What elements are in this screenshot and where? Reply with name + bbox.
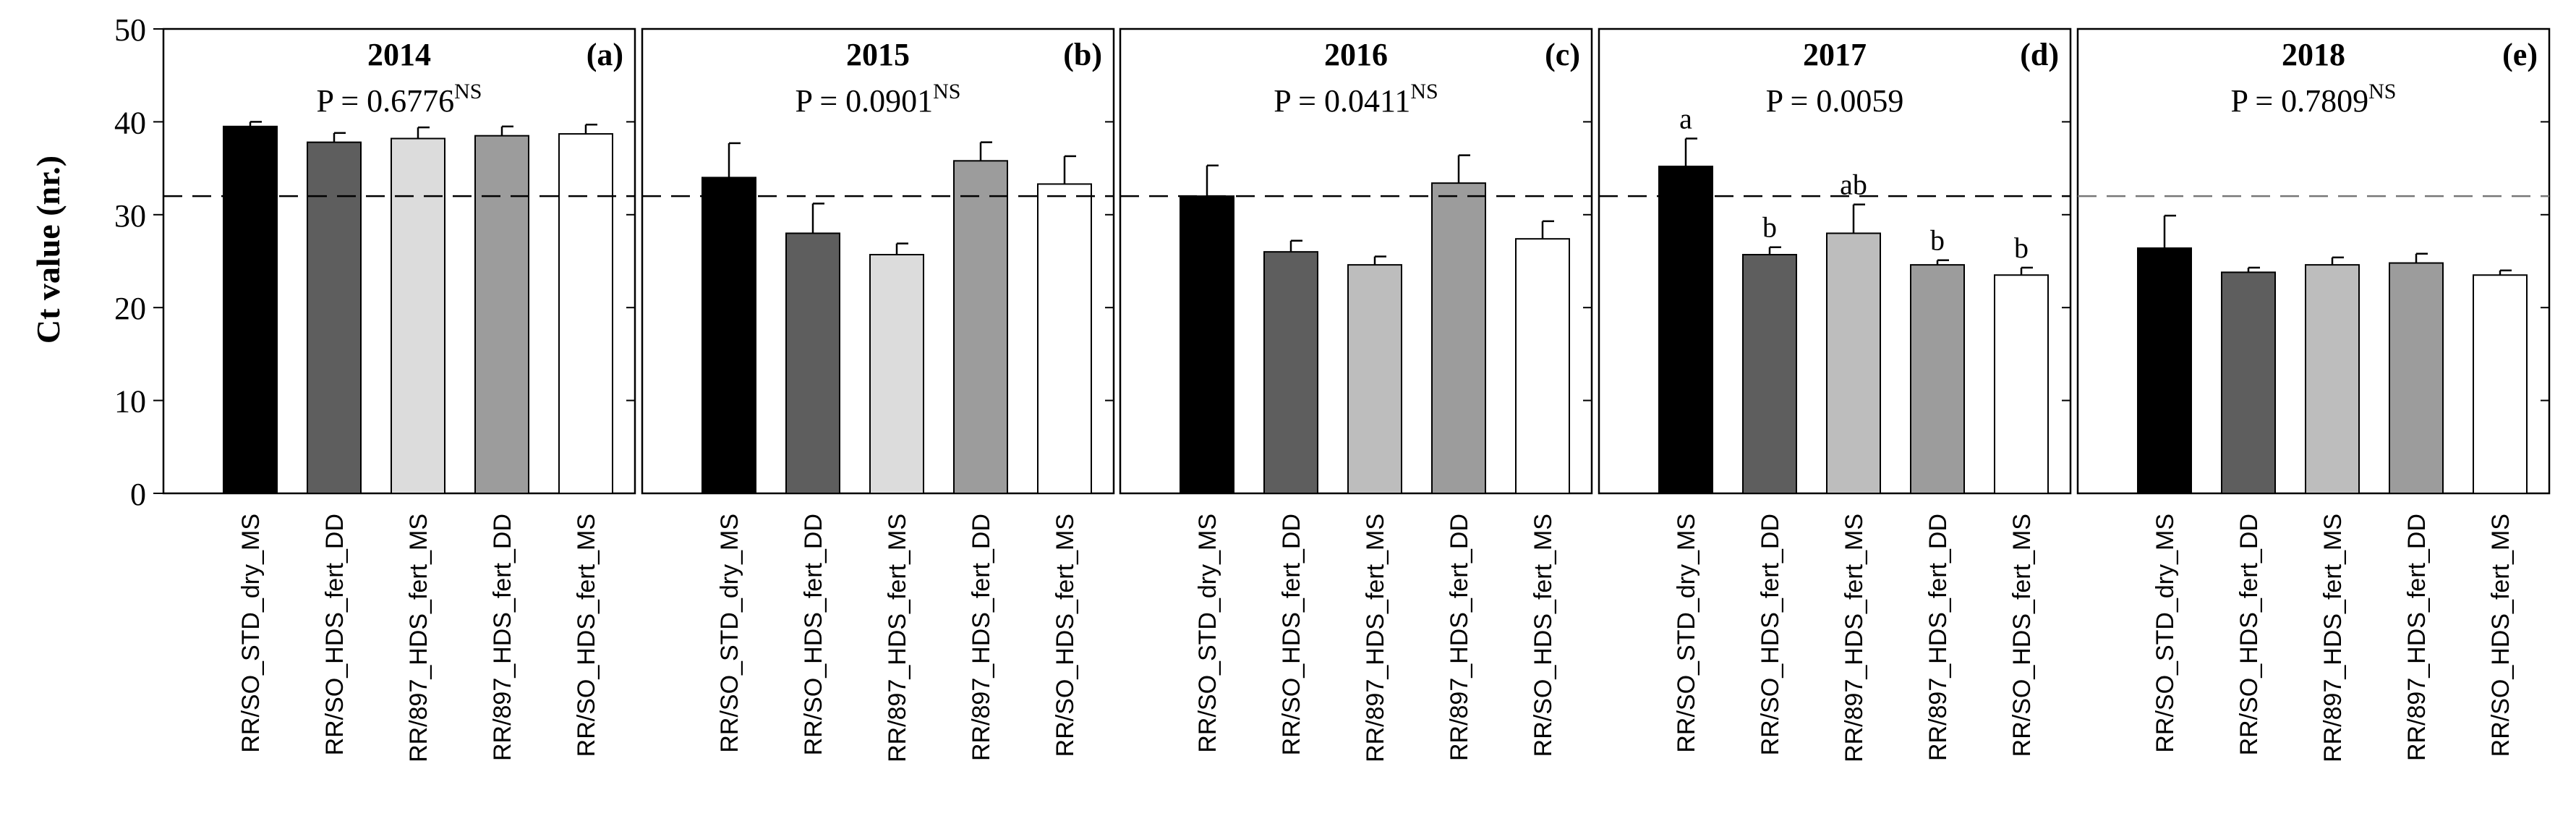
- panel-year-title: 2016: [1324, 37, 1388, 72]
- significance-letter: b: [2014, 231, 2029, 264]
- bar: [2473, 274, 2528, 494]
- category-label: RR/897_HDS_fert_DD: [1446, 514, 1473, 761]
- bar: [2221, 271, 2276, 494]
- panel-tag: (b): [1063, 37, 1102, 72]
- category-label: RR/SO_HDS_fert_MS: [573, 514, 600, 757]
- bar: [2137, 247, 2192, 494]
- panel-year-title: 2015: [846, 37, 910, 72]
- panel-2014: RR/SO_STD_dry_MS RR/SO_HDS_fert_DD RR/897_…: [162, 27, 636, 762]
- y-tick-label: 20: [114, 291, 146, 326]
- category-label: RR/897_HDS_fert_DD: [489, 514, 516, 761]
- category-label: RR/SO_STD_dry_MS: [1194, 514, 1221, 753]
- p-value-text: P = 0.0901: [795, 83, 933, 119]
- panel-2016: RR/SO_STD_dry_MS RR/SO_HDS_fert_DD RR/897_…: [1119, 27, 1593, 762]
- bar: [1910, 264, 1965, 494]
- y-tick-label: 0: [130, 477, 146, 512]
- y-tick-label: 10: [114, 384, 146, 420]
- category-label: RR/897_HDS_fert_DD: [2403, 514, 2431, 761]
- panels: RR/SO_STD_dry_MS RR/SO_HDS_fert_DD RR/897_…: [162, 27, 2551, 762]
- p-value-significance: NS: [454, 80, 482, 103]
- category-label: RR/SO_HDS_fert_MS: [2487, 514, 2515, 757]
- significance-letter: b: [1930, 224, 1945, 257]
- bar: [953, 160, 1008, 494]
- p-value: P = 0.0411NS: [1274, 80, 1438, 119]
- p-value: P = 0.0059: [1766, 83, 1904, 119]
- y-tick-label: 40: [114, 105, 146, 140]
- bar: [1826, 232, 1881, 494]
- panel-2018: RR/SO_STD_dry_MS RR/SO_HDS_fert_DD RR/897_…: [2076, 27, 2551, 762]
- p-value-text: P = 0.0059: [1766, 83, 1904, 119]
- category-label: RR/897_HDS_fert_DD: [968, 514, 995, 761]
- category-label: RR/SO_STD_dry_MS: [1673, 514, 1700, 753]
- category-label: RR/SO_HDS_fert_DD: [1757, 514, 1784, 755]
- bar: [1263, 251, 1318, 494]
- bar: [1431, 182, 1486, 494]
- category-label: RR/897_HDS_fert_MS: [1841, 514, 1868, 762]
- bar: [1994, 274, 2049, 494]
- bar: [1180, 195, 1234, 494]
- category-label: RR/SO_HDS_fert_MS: [2008, 514, 2036, 757]
- y-axis-label: Ct value (nr.): [30, 156, 67, 344]
- bar: [2305, 264, 2360, 494]
- category-label: RR/897_HDS_fert_MS: [2319, 514, 2347, 762]
- category-label: RR/SO_HDS_fert_MS: [1052, 514, 1079, 757]
- bar: [785, 232, 840, 494]
- panel-year-title: 2018: [2282, 37, 2345, 72]
- panel-2017: aRR/SO_STD_dry_MSbRR/SO_HDS_fert_DDabRR/…: [1598, 27, 2072, 762]
- bar: [307, 141, 362, 494]
- p-value-text: P = 0.6776: [316, 83, 454, 119]
- category-label: RR/SO_STD_dry_MS: [237, 514, 265, 753]
- category-label: RR/SO_HDS_fert_DD: [800, 514, 827, 755]
- panel-2015: RR/SO_STD_dry_MS RR/SO_HDS_fert_DD RR/897_…: [641, 27, 1115, 762]
- bar: [1515, 238, 1570, 494]
- p-value-text: P = 0.7809: [2230, 83, 2368, 119]
- p-value-text: P = 0.0411: [1274, 83, 1410, 119]
- p-value-significance: NS: [2368, 80, 2396, 103]
- panel-year-title: 2014: [367, 37, 431, 72]
- bar: [1742, 254, 1797, 494]
- y-tick-label: 50: [114, 12, 146, 48]
- category-label: RR/SO_STD_dry_MS: [716, 514, 743, 753]
- p-value-significance: NS: [1410, 80, 1438, 103]
- significance-letter: a: [1679, 103, 1692, 135]
- bar: [2389, 262, 2444, 494]
- panel-year-title: 2017: [1803, 37, 1867, 72]
- bar: [1037, 183, 1092, 494]
- panel-tag: (c): [1545, 37, 1580, 72]
- bar: [701, 177, 756, 494]
- p-value-significance: NS: [933, 80, 960, 103]
- bar: [869, 254, 924, 494]
- bar: [1347, 264, 1402, 494]
- category-label: RR/SO_HDS_fert_DD: [2235, 514, 2263, 755]
- bar: [223, 125, 278, 494]
- category-label: RR/SO_HDS_fert_DD: [1278, 514, 1305, 755]
- p-value: P = 0.0901NS: [795, 80, 960, 119]
- p-value: P = 0.6776NS: [316, 80, 482, 119]
- category-label: RR/897_HDS_fert_MS: [1362, 514, 1389, 762]
- panel-tag: (e): [2502, 37, 2538, 72]
- category-label: RR/897_HDS_fert_MS: [405, 514, 432, 762]
- significance-letter: b: [1762, 211, 1777, 244]
- category-label: RR/897_HDS_fert_DD: [1924, 514, 1952, 761]
- bar: [474, 135, 529, 494]
- bar: [558, 133, 613, 494]
- bar: [391, 137, 445, 494]
- category-label: RR/897_HDS_fert_MS: [884, 514, 911, 762]
- panel-tag: (d): [2020, 37, 2059, 72]
- y-tick-label: 30: [114, 198, 146, 234]
- category-label: RR/SO_HDS_fert_DD: [321, 514, 349, 755]
- category-label: RR/SO_HDS_fert_MS: [1530, 514, 1557, 757]
- y-axis: 0 10 20 30 40 50: [114, 12, 163, 512]
- panel-tag: (a): [587, 37, 623, 72]
- category-label: RR/SO_STD_dry_MS: [2151, 514, 2179, 753]
- p-value: P = 0.7809NS: [2230, 80, 2396, 119]
- bar: [1658, 166, 1713, 494]
